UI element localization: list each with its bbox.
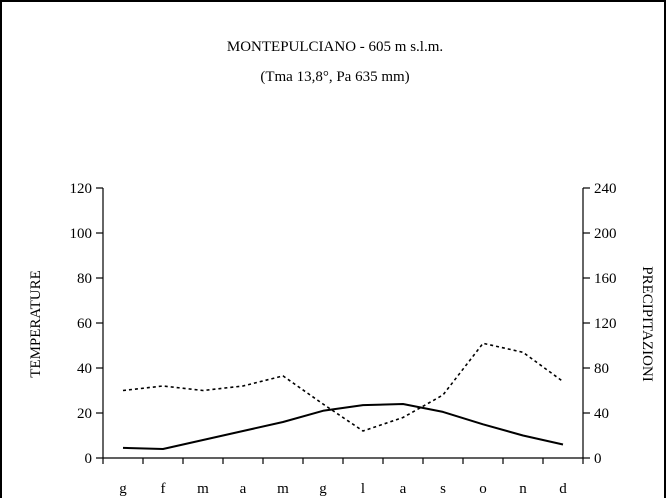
y-right-tick-label: 160 [594,271,617,287]
x-tick-label: l [361,481,365,497]
y-right-tick-label: 0 [594,451,602,467]
y-right-axis-title: PRECIPITAZIONI [639,266,655,381]
chart-subtitle: (Tma 13,8°, Pa 635 mm) [260,69,409,85]
chart-title: MONTEPULCIANO - 605 m s.l.m. [227,39,443,55]
x-tick-label: g [319,481,327,497]
x-tick-label: a [240,481,247,497]
y-right-tick-label: 200 [594,226,617,242]
precipitation-line [123,343,563,431]
y-right-tick-label: 40 [594,406,609,422]
y-left-tick-label: 60 [77,316,92,332]
x-tick-label: f [161,481,166,497]
y-left-tick-label: 40 [77,361,92,377]
x-tick-label: d [559,481,567,497]
temperature-line [123,404,563,449]
axes [96,188,590,464]
series-lines [123,343,563,449]
y-right-tick-label: 80 [594,361,609,377]
x-tick-label: g [119,481,127,497]
y-left-tick-label: 20 [77,406,92,422]
y-left-axis-title: TEMPERATURE [28,270,44,378]
x-tick-label: o [479,481,487,497]
x-tick-label: m [197,481,209,497]
x-tick-label: n [519,481,527,497]
y-left-tick-label: 0 [85,451,93,467]
x-tick-label: m [277,481,289,497]
x-tick-label: a [400,481,407,497]
y-left-tick-label: 100 [70,226,93,242]
y-left-tick-label: 80 [77,271,92,287]
x-tick-label: s [440,481,446,497]
y-right-tick-label: 120 [594,316,617,332]
y-left-tick-label: 120 [70,181,93,197]
y-right-tick-label: 240 [594,181,617,197]
